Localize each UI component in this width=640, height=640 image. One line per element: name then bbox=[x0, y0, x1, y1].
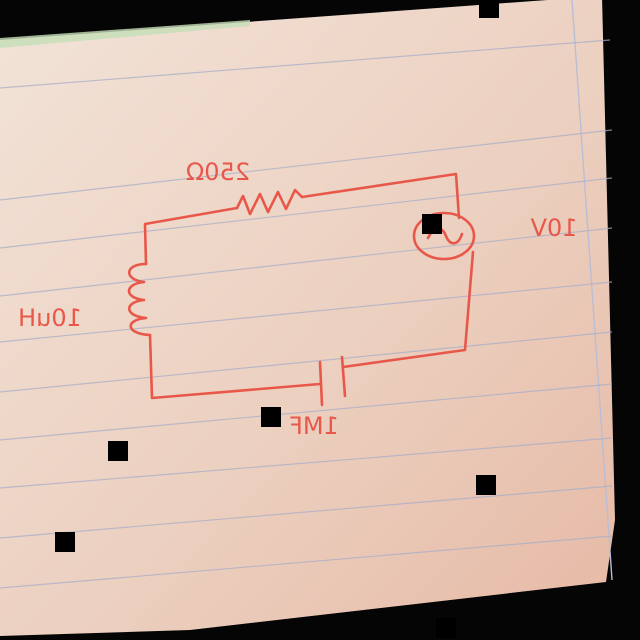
source-label: 10V bbox=[530, 214, 578, 242]
inductor-symbol bbox=[127, 262, 152, 337]
capacitor-label: 1MF bbox=[289, 412, 339, 440]
margin-line bbox=[571, 0, 613, 581]
inductor-label-text: 10uH bbox=[18, 304, 82, 332]
ruled-lines bbox=[0, 39, 613, 589]
resistor-symbol bbox=[235, 188, 304, 216]
capacitor-symbol bbox=[318, 355, 347, 407]
source-label-text: 10V bbox=[530, 214, 578, 242]
resistor-label: 250Ω bbox=[186, 158, 250, 186]
resistor-label-text: 250Ω bbox=[186, 158, 250, 186]
occlusion-squares bbox=[55, 0, 499, 638]
paper-top-strip bbox=[0, 20, 250, 48]
paper-sheet bbox=[0, 0, 615, 636]
circuit-wires bbox=[143, 172, 475, 400]
capacitor-label-text: 1MF bbox=[289, 412, 339, 440]
inductor-label: 10uH bbox=[18, 304, 82, 332]
